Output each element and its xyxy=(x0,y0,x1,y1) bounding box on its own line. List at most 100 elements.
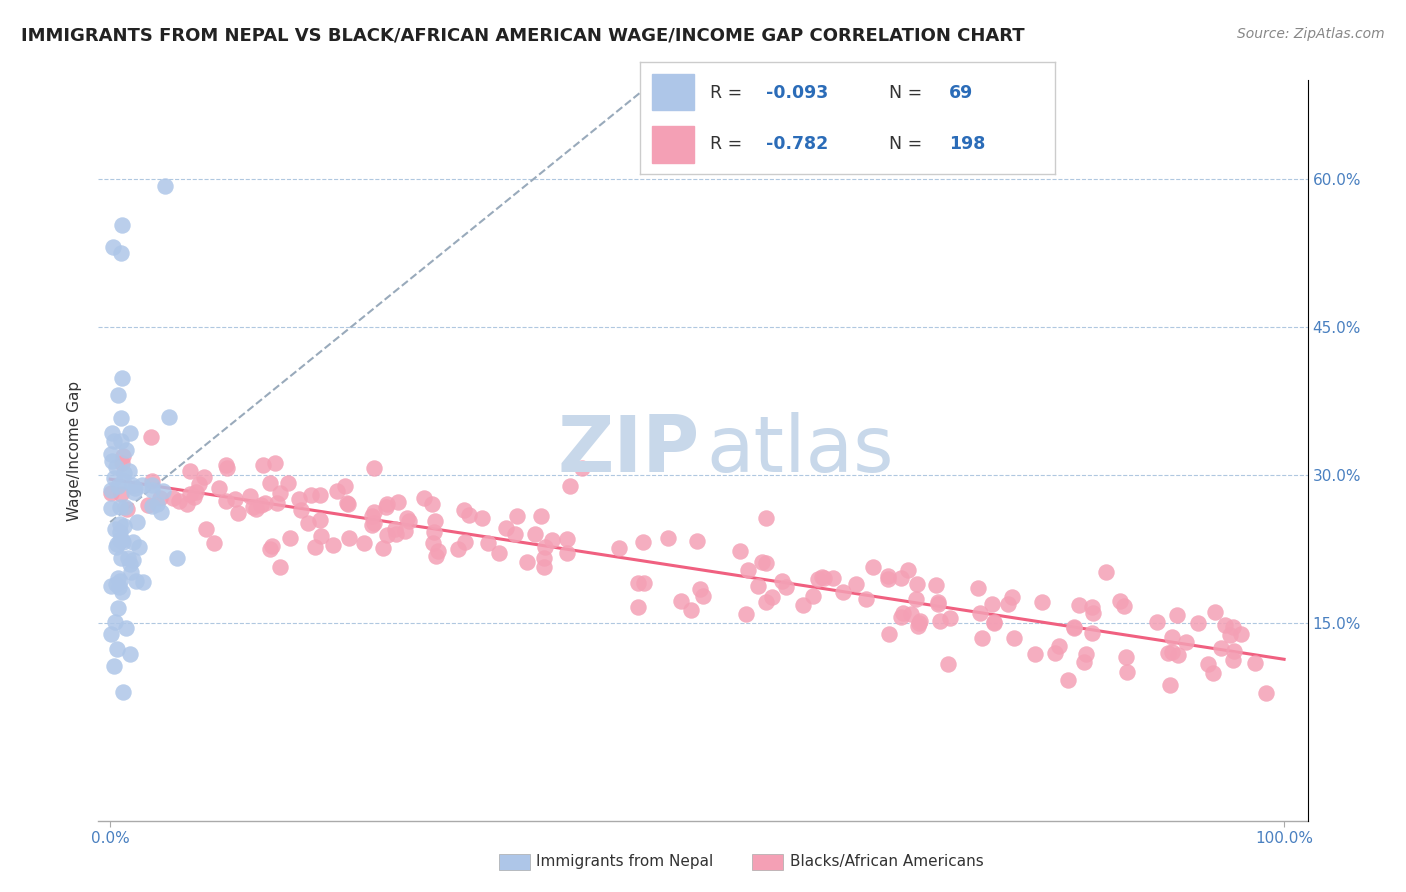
Point xyxy=(375,497,398,511)
Point xyxy=(108,574,131,588)
Point xyxy=(905,577,928,591)
Point xyxy=(179,464,201,478)
Point xyxy=(1229,626,1251,640)
Point xyxy=(183,490,205,504)
Point xyxy=(1222,620,1244,634)
Point xyxy=(831,584,853,599)
Point xyxy=(907,619,929,633)
Point xyxy=(195,523,218,537)
Point xyxy=(533,560,555,574)
Point xyxy=(335,479,357,493)
Point xyxy=(132,574,155,589)
Point xyxy=(1109,594,1132,608)
Point xyxy=(115,502,138,516)
Point xyxy=(1114,599,1136,614)
Point xyxy=(1073,655,1095,669)
Point xyxy=(107,580,129,594)
Point xyxy=(1063,621,1085,635)
Point xyxy=(309,512,332,526)
Point xyxy=(755,556,778,570)
Point xyxy=(242,500,264,514)
Point xyxy=(890,609,912,624)
Point xyxy=(1160,645,1182,659)
Point xyxy=(215,458,238,473)
Point xyxy=(398,515,420,529)
Point xyxy=(1187,616,1209,631)
Point xyxy=(967,582,990,596)
Point xyxy=(385,527,408,541)
Point xyxy=(188,477,211,491)
Point xyxy=(387,495,409,509)
Point xyxy=(326,483,349,498)
Point xyxy=(277,476,299,491)
Point xyxy=(179,487,201,501)
Point xyxy=(422,536,444,550)
Bar xyxy=(652,126,693,162)
Point xyxy=(141,483,163,498)
Point xyxy=(117,551,139,566)
Point xyxy=(374,500,396,514)
Point xyxy=(150,505,173,519)
Point xyxy=(361,509,384,524)
Point xyxy=(395,511,418,525)
Point xyxy=(104,615,127,630)
Point xyxy=(900,607,922,621)
Point xyxy=(193,470,215,484)
Point xyxy=(115,621,138,635)
Point xyxy=(107,571,129,585)
Point xyxy=(560,479,582,493)
Point xyxy=(929,614,952,628)
Point xyxy=(260,539,283,553)
Point xyxy=(530,509,553,524)
Point xyxy=(149,491,172,505)
Point xyxy=(152,483,174,498)
Point xyxy=(111,533,134,547)
Point xyxy=(125,574,148,589)
Point xyxy=(1204,605,1226,619)
Point xyxy=(1080,600,1102,615)
Point xyxy=(447,542,470,557)
Point xyxy=(100,626,122,640)
Text: -0.782: -0.782 xyxy=(766,135,828,153)
Point xyxy=(112,518,135,533)
Point xyxy=(891,606,914,620)
Point xyxy=(747,579,769,593)
Text: R =: R = xyxy=(710,135,748,153)
Point xyxy=(983,615,1005,630)
Point xyxy=(131,477,153,491)
Point xyxy=(121,534,143,549)
Point xyxy=(141,499,163,513)
Point xyxy=(101,453,124,467)
Point xyxy=(162,491,184,506)
Point xyxy=(1081,625,1104,640)
Point xyxy=(458,508,481,522)
Text: 69: 69 xyxy=(949,84,973,102)
Point xyxy=(1024,648,1046,662)
Point xyxy=(755,595,778,609)
Point xyxy=(103,434,125,448)
Text: N =: N = xyxy=(889,135,928,153)
Point xyxy=(208,482,231,496)
Point xyxy=(425,549,447,564)
Point xyxy=(202,536,225,550)
Point xyxy=(239,489,262,503)
Point xyxy=(371,541,394,555)
Point xyxy=(105,460,128,475)
Point xyxy=(110,245,132,260)
Point xyxy=(184,485,207,500)
Point xyxy=(110,584,132,599)
Point xyxy=(120,565,142,579)
Point xyxy=(1057,673,1080,687)
Point xyxy=(813,571,835,585)
Point xyxy=(1076,647,1098,661)
Point xyxy=(224,491,246,506)
Point xyxy=(112,467,135,481)
Point xyxy=(215,493,238,508)
Point xyxy=(108,500,131,514)
Point xyxy=(110,551,132,566)
Point xyxy=(304,540,326,554)
Point xyxy=(269,560,291,574)
Point xyxy=(1254,686,1277,700)
Point xyxy=(112,684,135,698)
Point xyxy=(904,592,927,607)
